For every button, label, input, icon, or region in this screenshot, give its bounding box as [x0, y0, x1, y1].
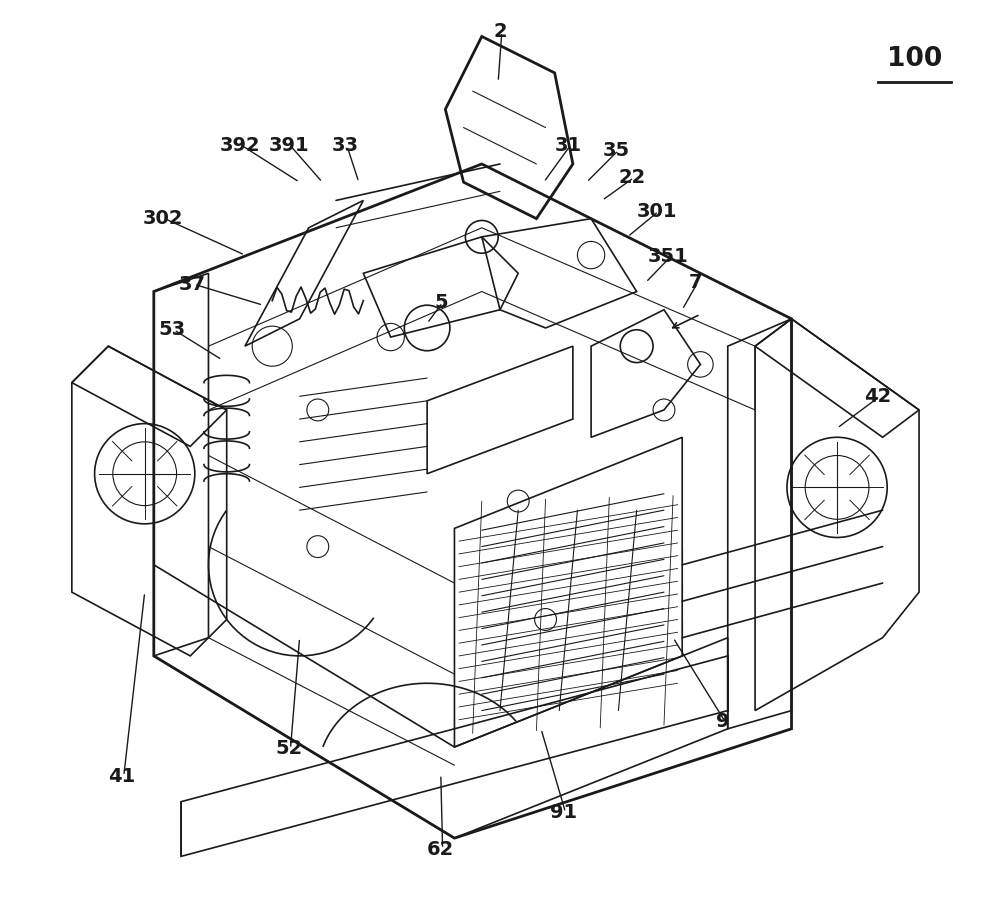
Text: 392: 392 [220, 137, 261, 155]
Text: 7: 7 [689, 273, 703, 292]
Text: 100: 100 [887, 46, 942, 72]
Text: 2: 2 [493, 23, 507, 41]
Text: 5: 5 [434, 293, 448, 312]
Text: 35: 35 [603, 141, 630, 159]
Text: 9: 9 [716, 712, 730, 731]
Text: 31: 31 [555, 137, 582, 155]
Text: 351: 351 [648, 248, 689, 266]
Text: 62: 62 [427, 840, 454, 858]
Text: 302: 302 [143, 210, 183, 228]
Text: 41: 41 [108, 767, 136, 785]
Text: 42: 42 [864, 387, 892, 405]
Text: 391: 391 [268, 137, 309, 155]
Text: 301: 301 [636, 202, 677, 220]
Text: 52: 52 [275, 740, 302, 758]
Text: 53: 53 [158, 321, 186, 339]
Text: 37: 37 [179, 275, 206, 293]
Text: 33: 33 [332, 137, 359, 155]
Text: 22: 22 [618, 169, 646, 187]
Text: 91: 91 [550, 804, 577, 822]
